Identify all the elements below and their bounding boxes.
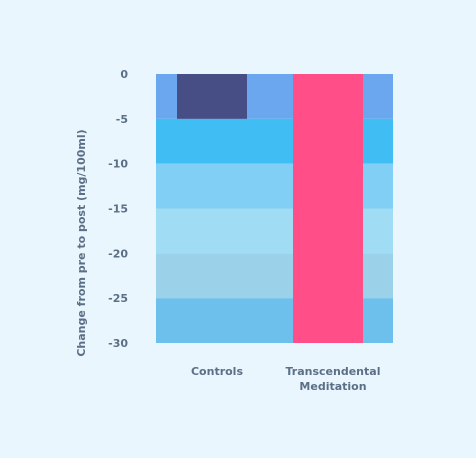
x-axis-categories: Controls Transcendental Meditation <box>191 365 380 393</box>
x-category-label: Controls <box>191 365 243 378</box>
y-axis-label: Change from pre to post (mg/100ml) <box>75 129 88 356</box>
y-tick-label: -25 <box>108 292 128 305</box>
x-category-label: Transcendental Meditation <box>286 365 381 393</box>
y-tick-label: -30 <box>108 337 128 350</box>
y-tick-label: 0 <box>120 68 128 81</box>
y-tick-label: -15 <box>108 203 128 216</box>
y-tick-label: -10 <box>108 158 128 171</box>
bars <box>177 74 363 343</box>
bar-controls <box>177 74 247 119</box>
y-tick-label: -5 <box>116 113 128 126</box>
y-axis-ticks: 0 -5 -10 -15 -20 -25 -30 <box>108 68 128 350</box>
y-tick-label: -20 <box>108 247 128 260</box>
bar-transcendental-meditation <box>293 74 363 343</box>
